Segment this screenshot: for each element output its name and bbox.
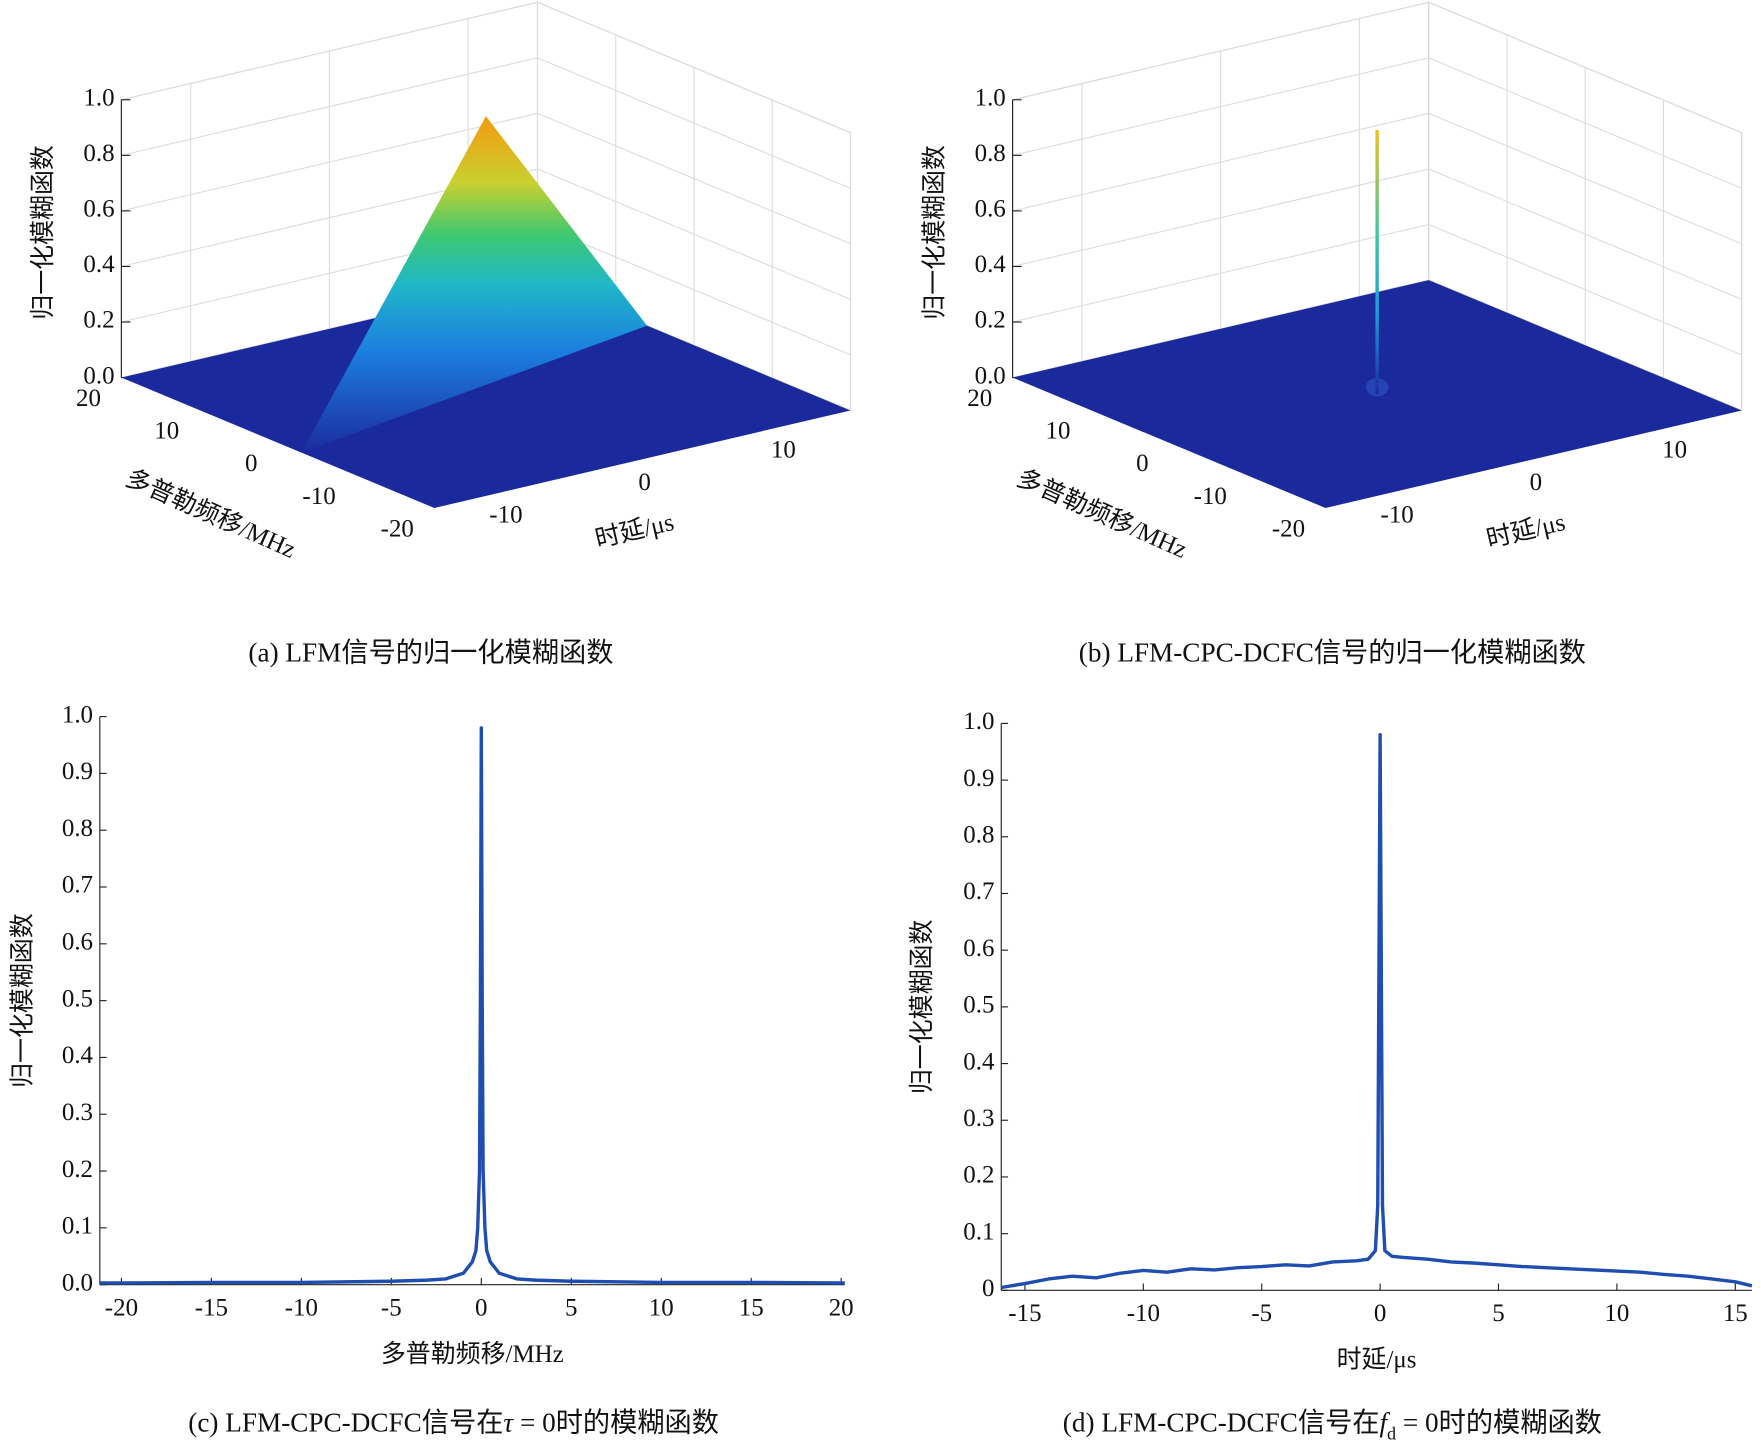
x-tick-label: 5 (1492, 1300, 1504, 1327)
y-tick-label: 0.5 (963, 992, 994, 1019)
surface-spike (1375, 130, 1379, 395)
z-tick-label: 0.8 (975, 140, 1006, 167)
z-tick-label: 0.6 (975, 196, 1006, 223)
y-axis-label: 归一化模糊函数 (908, 920, 936, 1095)
y-tick-label: 0.4 (963, 1048, 995, 1075)
z-tick-label: 0.4 (83, 251, 115, 278)
z-tick-label: 1.0 (83, 84, 114, 111)
y-tick-label: 0.9 (963, 765, 994, 792)
x-tick-label: 15 (739, 1294, 764, 1321)
x-tick-label: 0 (1374, 1300, 1386, 1327)
y-tick-label: -10 (1194, 483, 1227, 510)
y-axis-label: 多普勒频移/MHz (122, 464, 300, 564)
y-tick-label: 0.0 (62, 1269, 93, 1296)
caption-part: = 0时的模糊函数 (513, 1408, 719, 1438)
y-tick-label: 0.6 (963, 935, 994, 962)
y-tick-label: 0.8 (62, 815, 93, 842)
y-tick-label: 10 (154, 418, 179, 445)
y-tick-label: 0.7 (62, 872, 93, 899)
y-tick-label: 0.9 (62, 758, 93, 785)
y-tick-label: -20 (1272, 515, 1305, 542)
x-tick-label: 10 (1604, 1300, 1629, 1327)
line-series (99, 726, 845, 1285)
z-tick-label: 0.4 (975, 251, 1007, 278)
z-tick-label: 0.0 (83, 362, 114, 389)
caption: (b) LFM-CPC-DCFC信号的归一化模糊函数 (1079, 638, 1586, 668)
caption: (a) LFM信号的归一化模糊函数 (248, 638, 613, 668)
y-tick-label: -10 (302, 483, 335, 510)
z-tick-label: 0.2 (975, 307, 1006, 334)
z-tick-label: 0.0 (975, 362, 1006, 389)
y-tick-label: 0.1 (62, 1213, 93, 1240)
x-tick-label: 0 (638, 469, 650, 496)
x-tick-label: 15 (1723, 1300, 1748, 1327)
caption-part: (c) LFM-CPC-DCFC信号在 (188, 1408, 503, 1438)
y-tick-label: 0.8 (963, 822, 994, 849)
x-tick-label: -10 (489, 501, 522, 528)
x-axis-label: 时延/μs (1337, 1345, 1417, 1373)
y-tick-label: 0.3 (62, 1099, 93, 1126)
x-tick-label: -15 (1008, 1300, 1041, 1327)
x-axis-label: 时延/μs (592, 508, 676, 553)
x-tick-label: -20 (105, 1294, 138, 1321)
z-tick-label: 0.6 (83, 196, 114, 223)
y-tick-label: 20 (76, 385, 101, 412)
x-axis-label: 时延/μs (1484, 508, 1568, 553)
x-tick-label: -10 (285, 1294, 318, 1321)
line-series (1000, 733, 1753, 1290)
caption-part: (a) LFM信号的归一化模糊函数 (248, 638, 613, 668)
caption-part: f (1379, 1408, 1390, 1438)
x-tick-label: 10 (1662, 436, 1687, 463)
y-tick-label: 10 (1045, 418, 1070, 445)
y-tick-label: 1.0 (963, 708, 994, 735)
z-axis-label: 归一化模糊函数 (920, 145, 948, 320)
y-tick-label: 0.3 (963, 1105, 994, 1132)
x-tick-label: 0 (475, 1294, 487, 1321)
y-tick-label: 0 (1136, 450, 1148, 477)
y-tick-label: 0.1 (963, 1218, 994, 1245)
y-tick-label: 0.4 (62, 1042, 94, 1069)
y-tick-label: 0 (245, 450, 257, 477)
x-tick-label: 5 (565, 1294, 577, 1321)
y-tick-label: 0.5 (62, 985, 93, 1012)
x-tick-label: 20 (829, 1294, 854, 1321)
x-tick-label: -5 (381, 1294, 402, 1321)
caption-part: (b) LFM-CPC-DCFC信号的归一化模糊函数 (1079, 638, 1586, 668)
y-tick-label: 0.6 (62, 929, 93, 956)
x-tick-label: -10 (1127, 1300, 1160, 1327)
y-tick-label: 0.2 (62, 1156, 93, 1183)
y-axis-label: 多普勒频移/MHz (1013, 464, 1191, 564)
y-tick-label: 20 (967, 385, 992, 412)
caption: (c) LFM-CPC-DCFC信号在τ = 0时的模糊函数 (188, 1408, 719, 1438)
x-axis-label: 多普勒频移/MHz (381, 1340, 564, 1368)
caption-part: = 0时的模糊函数 (1396, 1408, 1602, 1438)
caption-part: (d) LFM-CPC-DCFC信号在 (1063, 1408, 1380, 1438)
x-tick-label: 10 (771, 436, 796, 463)
x-tick-label: 10 (649, 1294, 674, 1321)
y-tick-label: 0 (982, 1275, 994, 1302)
y-tick-label: -20 (381, 515, 414, 542)
caption-part: τ (503, 1408, 514, 1438)
caption-part: d (1387, 1423, 1396, 1440)
x-tick-label: -5 (1251, 1300, 1272, 1327)
z-tick-label: 1.0 (975, 84, 1006, 111)
caption: (d) LFM-CPC-DCFC信号在fd = 0时的模糊函数 (1063, 1408, 1602, 1440)
x-tick-label: -15 (195, 1294, 228, 1321)
z-tick-label: 0.8 (83, 140, 114, 167)
x-tick-label: 0 (1530, 469, 1542, 496)
y-tick-label: 1.0 (62, 701, 93, 728)
z-axis-label: 归一化模糊函数 (29, 145, 57, 320)
y-tick-label: 0.7 (963, 878, 994, 905)
surface-ridge (301, 116, 648, 453)
y-tick-label: 0.2 (963, 1162, 994, 1189)
z-tick-label: 0.2 (83, 307, 114, 334)
y-axis-label: 归一化模糊函数 (9, 913, 37, 1088)
x-tick-label: -10 (1381, 501, 1414, 528)
